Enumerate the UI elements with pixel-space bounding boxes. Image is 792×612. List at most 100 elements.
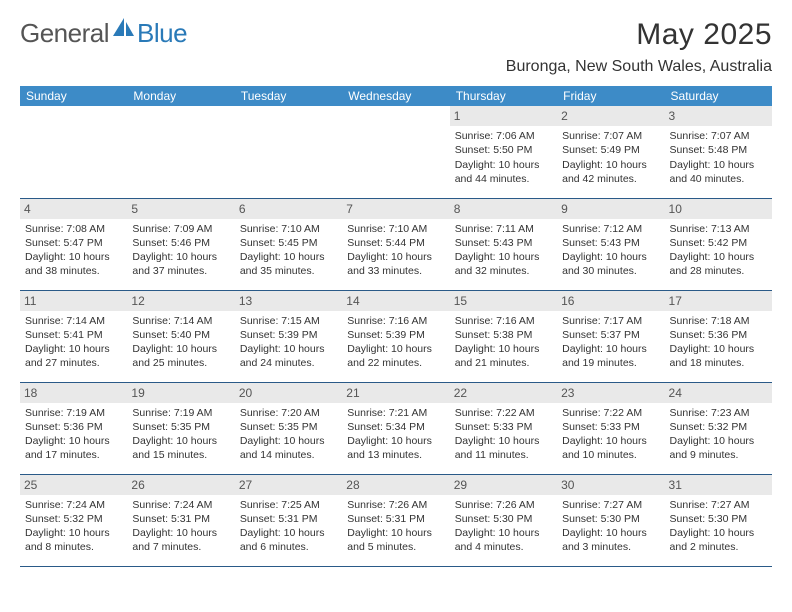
day-cell: 4Sunrise: 7:08 AMSunset: 5:47 PMDaylight…: [20, 198, 127, 290]
sunrise-text: Sunrise: 7:14 AM: [132, 314, 229, 328]
sunset-text: Sunset: 5:40 PM: [132, 328, 229, 342]
daylight-text: and 38 minutes.: [25, 264, 122, 278]
daylight-text: Daylight: 10 hours: [455, 434, 552, 448]
day-number: 15: [450, 291, 557, 311]
daylight-text: Daylight: 10 hours: [25, 250, 122, 264]
daylight-text: Daylight: 10 hours: [240, 434, 337, 448]
sunrise-text: Sunrise: 7:12 AM: [562, 222, 659, 236]
day-cell: 5Sunrise: 7:09 AMSunset: 5:46 PMDaylight…: [127, 198, 234, 290]
day-cell: 30Sunrise: 7:27 AMSunset: 5:30 PMDayligh…: [557, 474, 664, 566]
daylight-text: and 4 minutes.: [455, 540, 552, 554]
sunrise-text: Sunrise: 7:13 AM: [670, 222, 767, 236]
day-cell: 10Sunrise: 7:13 AMSunset: 5:42 PMDayligh…: [665, 198, 772, 290]
daylight-text: and 22 minutes.: [347, 356, 444, 370]
day-number: 4: [20, 199, 127, 219]
sunset-text: Sunset: 5:34 PM: [347, 420, 444, 434]
sunset-text: Sunset: 5:41 PM: [25, 328, 122, 342]
day-number: 27: [235, 475, 342, 495]
day-cell: 26Sunrise: 7:24 AMSunset: 5:31 PMDayligh…: [127, 474, 234, 566]
day-cell: 2Sunrise: 7:07 AMSunset: 5:49 PMDaylight…: [557, 106, 664, 198]
sunrise-text: Sunrise: 7:10 AM: [347, 222, 444, 236]
daylight-text: Daylight: 10 hours: [562, 158, 659, 172]
sunset-text: Sunset: 5:32 PM: [25, 512, 122, 526]
sunset-text: Sunset: 5:31 PM: [240, 512, 337, 526]
sunrise-text: Sunrise: 7:07 AM: [670, 129, 767, 143]
day-number: 7: [342, 199, 449, 219]
day-number: 28: [342, 475, 449, 495]
sunrise-text: Sunrise: 7:16 AM: [455, 314, 552, 328]
daylight-text: and 32 minutes.: [455, 264, 552, 278]
daylight-text: Daylight: 10 hours: [562, 342, 659, 356]
day-number: 10: [665, 199, 772, 219]
daylight-text: and 6 minutes.: [240, 540, 337, 554]
weekday-cell: Tuesday: [235, 86, 342, 106]
day-cell: 12 Sunrise: 7:14 AMSunset: 5:40 PMDayligh…: [127, 290, 234, 382]
sunrise-text: Sunrise: 7:24 AM: [132, 498, 229, 512]
day-number: 23: [557, 383, 664, 403]
day-cell: [342, 106, 449, 198]
sunset-text: Sunset: 5:30 PM: [562, 512, 659, 526]
day-cell: 7Sunrise: 7:10 AMSunset: 5:44 PMDaylight…: [342, 198, 449, 290]
day-cell: 31Sunrise: 7:27 AMSunset: 5:30 PMDayligh…: [665, 474, 772, 566]
weekday-cell: Sunday: [20, 86, 127, 106]
sunset-text: Sunset: 5:47 PM: [25, 236, 122, 250]
day-cell: 17Sunrise: 7:18 AMSunset: 5:36 PMDayligh…: [665, 290, 772, 382]
sunrise-text: Sunrise: 7:10 AM: [240, 222, 337, 236]
sunset-text: Sunset: 5:36 PM: [25, 420, 122, 434]
day-number: 30: [557, 475, 664, 495]
weekday-cell: Monday: [127, 86, 234, 106]
sunset-text: Sunset: 5:31 PM: [132, 512, 229, 526]
daylight-text: and 27 minutes.: [25, 356, 122, 370]
day-number: 29: [450, 475, 557, 495]
sunrise-text: Sunrise: 7:26 AM: [347, 498, 444, 512]
sunset-text: Sunset: 5:46 PM: [132, 236, 229, 250]
daylight-text: and 18 minutes.: [670, 356, 767, 370]
daylight-text: Daylight: 10 hours: [455, 158, 552, 172]
sunrise-text: Sunrise: 7:27 AM: [562, 498, 659, 512]
logo-text-general: General: [20, 18, 109, 49]
daylight-text: Daylight: 10 hours: [455, 526, 552, 540]
header: General Blue May 2025 Buronga, New South…: [20, 18, 772, 76]
day-cell: 25Sunrise: 7:24 AMSunset: 5:32 PMDayligh…: [20, 474, 127, 566]
day-number: 6: [235, 199, 342, 219]
daylight-text: Daylight: 10 hours: [455, 342, 552, 356]
sunset-text: Sunset: 5:39 PM: [240, 328, 337, 342]
day-number: 12: [127, 291, 234, 311]
daylight-text: Daylight: 10 hours: [132, 342, 229, 356]
sunrise-text: Sunrise: 7:25 AM: [240, 498, 337, 512]
daylight-text: Daylight: 10 hours: [347, 250, 444, 264]
sunset-text: Sunset: 5:36 PM: [670, 328, 767, 342]
sunset-text: Sunset: 5:37 PM: [562, 328, 659, 342]
sunrise-text: Sunrise: 7:19 AM: [132, 406, 229, 420]
sunset-text: Sunset: 5:48 PM: [670, 143, 767, 157]
sunrise-text: Sunrise: 7:22 AM: [455, 406, 552, 420]
sunrise-text: Sunrise: 7:20 AM: [240, 406, 337, 420]
daylight-text: Daylight: 10 hours: [240, 250, 337, 264]
sunset-text: Sunset: 5:35 PM: [132, 420, 229, 434]
daylight-text: and 8 minutes.: [25, 540, 122, 554]
weekday-row: SundayMondayTuesdayWednesdayThursdayFrid…: [20, 86, 772, 106]
daylight-text: and 37 minutes.: [132, 264, 229, 278]
daylight-text: and 5 minutes.: [347, 540, 444, 554]
daylight-text: and 11 minutes.: [455, 448, 552, 462]
daylight-text: Daylight: 10 hours: [25, 526, 122, 540]
day-cell: [20, 106, 127, 198]
day-number: 17: [665, 291, 772, 311]
daylight-text: and 19 minutes.: [562, 356, 659, 370]
day-cell: 11Sunrise: 7:14 AMSunset: 5:41 PMDayligh…: [20, 290, 127, 382]
daylight-text: and 10 minutes.: [562, 448, 659, 462]
day-cell: 3Sunrise: 7:07 AMSunset: 5:48 PMDaylight…: [665, 106, 772, 198]
day-cell: 8Sunrise: 7:11 AMSunset: 5:43 PMDaylight…: [450, 198, 557, 290]
sunset-text: Sunset: 5:39 PM: [347, 328, 444, 342]
day-cell: 18Sunrise: 7:19 AMSunset: 5:36 PMDayligh…: [20, 382, 127, 474]
day-number: 16: [557, 291, 664, 311]
daylight-text: and 24 minutes.: [240, 356, 337, 370]
daylight-text: and 17 minutes.: [25, 448, 122, 462]
day-number: 3: [665, 106, 772, 126]
week-row: 1Sunrise: 7:06 AMSunset: 5:50 PMDaylight…: [20, 106, 772, 198]
day-number: 20: [235, 383, 342, 403]
daylight-text: Daylight: 10 hours: [25, 342, 122, 356]
sunrise-text: Sunrise: 7:07 AM: [562, 129, 659, 143]
sunset-text: Sunset: 5:31 PM: [347, 512, 444, 526]
day-cell: 22Sunrise: 7:22 AMSunset: 5:33 PMDayligh…: [450, 382, 557, 474]
